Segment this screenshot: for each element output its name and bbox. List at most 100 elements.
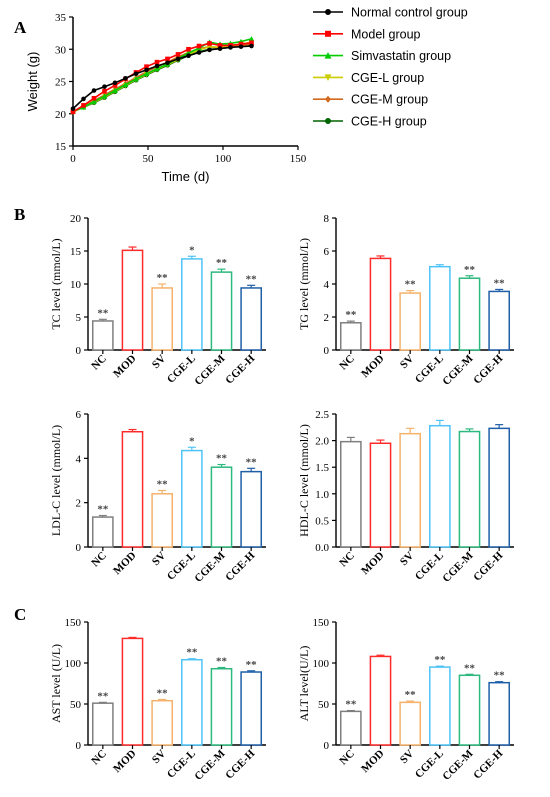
data-point bbox=[238, 44, 244, 49]
data-point bbox=[143, 70, 150, 77]
legend-marker bbox=[325, 30, 331, 37]
x-tick-label: CGE-H bbox=[223, 352, 257, 386]
data-point bbox=[91, 95, 97, 101]
x-tick-label: CGE-M bbox=[192, 747, 228, 783]
bar bbox=[180, 449, 203, 548]
y-tick-label: 6 bbox=[324, 246, 330, 258]
bar bbox=[91, 516, 114, 548]
bar bbox=[210, 667, 233, 746]
y-tick-label: 0 bbox=[76, 542, 82, 554]
y-tick-label: 20 bbox=[55, 109, 67, 121]
data-point bbox=[175, 56, 181, 62]
legend-label: Simvastatin group bbox=[351, 49, 451, 63]
significance-mark: ** bbox=[97, 307, 109, 319]
significance-mark: ** bbox=[246, 456, 258, 468]
x-tick-label: 0 bbox=[70, 153, 76, 165]
bar bbox=[339, 440, 362, 548]
significance-mark: * bbox=[189, 244, 195, 256]
data-point bbox=[70, 106, 76, 111]
y-tick-label: 50 bbox=[70, 699, 82, 711]
data-point bbox=[154, 63, 160, 69]
weight-line-chart: 15 20 25 30 35 0 50 100 150 Time (d) Weight (g) bbox=[25, 12, 307, 184]
bar bbox=[121, 249, 144, 351]
significance-mark: ** bbox=[464, 264, 476, 276]
bar bbox=[121, 430, 144, 548]
bar bbox=[369, 655, 392, 746]
data-point bbox=[112, 80, 118, 86]
legend-marker bbox=[325, 9, 331, 15]
x-tick-label: SV bbox=[150, 748, 168, 766]
bar bbox=[240, 671, 263, 746]
data-point bbox=[249, 40, 254, 46]
x-tick-label: CGE-H bbox=[471, 352, 505, 386]
y-axis-title: TC level (mmol/L) bbox=[49, 238, 63, 329]
y-tick-label: 1.5 bbox=[315, 462, 329, 474]
data-point bbox=[165, 56, 170, 62]
x-tick-label: 150 bbox=[290, 153, 307, 165]
y-tick-label: 50 bbox=[318, 699, 330, 711]
bar bbox=[399, 701, 422, 746]
legend-label: Normal control group bbox=[351, 6, 468, 20]
y-tick-label: 0.5 bbox=[315, 515, 329, 527]
significance-mark: ** bbox=[186, 647, 198, 659]
bar bbox=[210, 466, 233, 548]
y-tick-label: 6 bbox=[76, 409, 82, 421]
y-tick-label: 0 bbox=[76, 345, 82, 357]
x-tick-label: MOD bbox=[359, 550, 387, 578]
y-tick-label: 0 bbox=[76, 740, 82, 752]
data-point bbox=[112, 87, 118, 93]
x-tick-label: MOD bbox=[111, 748, 139, 776]
x-tick-label: CGE-M bbox=[440, 352, 476, 388]
y-tick-label: 2 bbox=[324, 312, 330, 324]
y-tick-label: 20 bbox=[70, 213, 82, 225]
x-tick-label: NC bbox=[337, 550, 357, 570]
y-axis-title: LDL-C level (mmol/L) bbox=[49, 425, 63, 536]
y-tick-label: 100 bbox=[313, 658, 330, 670]
bar bbox=[151, 699, 174, 746]
significance-mark: ** bbox=[157, 478, 169, 490]
y-tick-label: 10 bbox=[70, 279, 82, 291]
panel-label-c: C bbox=[14, 605, 26, 624]
legend-label: CGE-M group bbox=[351, 93, 428, 107]
x-tick-label: CGE-H bbox=[471, 747, 505, 781]
x-tick-label: CGE-M bbox=[440, 549, 476, 585]
bar bbox=[399, 432, 422, 548]
legend-marker bbox=[324, 52, 332, 59]
panel-label-a: A bbox=[14, 18, 27, 37]
y-tick-label: 0.0 bbox=[315, 542, 329, 554]
bar bbox=[151, 287, 174, 351]
bar bbox=[458, 674, 481, 746]
data-point bbox=[186, 53, 191, 58]
bar bbox=[458, 277, 481, 351]
bar bbox=[488, 290, 511, 351]
data-point bbox=[207, 47, 212, 53]
data-point bbox=[81, 96, 86, 102]
x-tick-label: SV bbox=[398, 550, 416, 568]
data-point bbox=[144, 64, 149, 69]
y-tick-label: 2.0 bbox=[315, 436, 329, 448]
y-tick-label: 15 bbox=[55, 141, 67, 153]
legend-label: CGE-H group bbox=[351, 115, 427, 129]
y-tick-label: 8 bbox=[324, 213, 330, 225]
x-tick-label: NC bbox=[337, 748, 357, 768]
x-tick-label: CGE-H bbox=[471, 549, 505, 583]
bar bbox=[369, 442, 392, 548]
data-point bbox=[154, 59, 160, 65]
data-point bbox=[70, 109, 76, 115]
y-tick-label: 5 bbox=[76, 312, 82, 324]
y-axis-title: TG level (mmol/L) bbox=[297, 238, 311, 330]
y-tick-label: 150 bbox=[313, 617, 330, 629]
data-point bbox=[133, 71, 139, 77]
significance-mark: ** bbox=[434, 654, 446, 666]
significance-mark: ** bbox=[97, 690, 109, 702]
y-tick-label: 100 bbox=[65, 658, 82, 670]
bar bbox=[488, 427, 511, 548]
x-tick-label: SV bbox=[398, 748, 416, 766]
significance-mark: ** bbox=[216, 656, 228, 668]
data-point bbox=[133, 76, 139, 82]
y-tick-label: 150 bbox=[65, 617, 82, 629]
bar bbox=[91, 702, 114, 746]
bar bbox=[458, 430, 481, 548]
bar bbox=[180, 258, 203, 351]
